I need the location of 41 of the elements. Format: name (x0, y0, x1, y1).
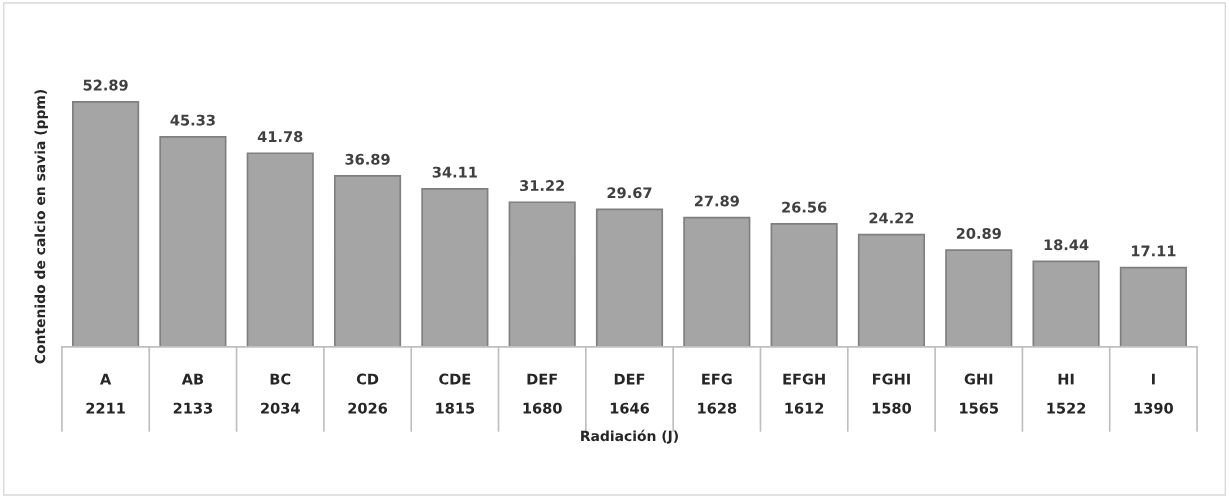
bar (159, 136, 227, 347)
data-label: 18.44 (1044, 239, 1089, 251)
bar (246, 152, 314, 347)
data-label: 52.89 (83, 79, 128, 91)
category-label: AB 2133 (173, 373, 213, 414)
bar (857, 233, 926, 347)
category-label: CD 2026 (348, 373, 388, 414)
bar (333, 175, 402, 347)
category-label: I 1390 (1134, 373, 1173, 414)
category-label: DEF 1646 (610, 373, 649, 414)
y-axis-title: Contenido de calcio en savia (ppm) (34, 89, 48, 364)
bar (683, 216, 751, 347)
bar (1032, 260, 1100, 347)
bar (770, 222, 838, 347)
data-label: 45.33 (170, 114, 215, 126)
bar (72, 100, 140, 347)
category-label: BC 2034 (261, 373, 300, 414)
category-label: CDE 1815 (436, 373, 475, 414)
data-label: 26.56 (782, 201, 827, 213)
data-label: 17.11 (1131, 245, 1176, 257)
data-label: 31.22 (520, 180, 564, 192)
bar (945, 249, 1013, 347)
category-label: A 2211 (86, 373, 125, 414)
category-label: HI 1522 (1047, 373, 1086, 414)
category-label: DEF 1680 (523, 373, 562, 414)
data-label: 36.89 (345, 153, 390, 165)
data-label: 27.89 (694, 195, 739, 207)
data-label: 41.78 (257, 131, 303, 143)
category-label: FGHI 1580 (872, 373, 912, 414)
bar (1119, 266, 1187, 347)
bar (508, 201, 576, 347)
bar (421, 187, 489, 347)
category-label: EFG 1628 (698, 373, 737, 414)
category-label: GHI 1565 (960, 373, 999, 414)
data-label: 20.89 (956, 227, 1001, 239)
data-label: 24.22 (869, 212, 914, 224)
category-label: EFGH 1612 (783, 373, 825, 414)
bar (595, 208, 664, 347)
data-label: 29.67 (607, 187, 652, 199)
data-label: 34.11 (432, 166, 477, 178)
text: Radiación (J) (581, 429, 678, 444)
